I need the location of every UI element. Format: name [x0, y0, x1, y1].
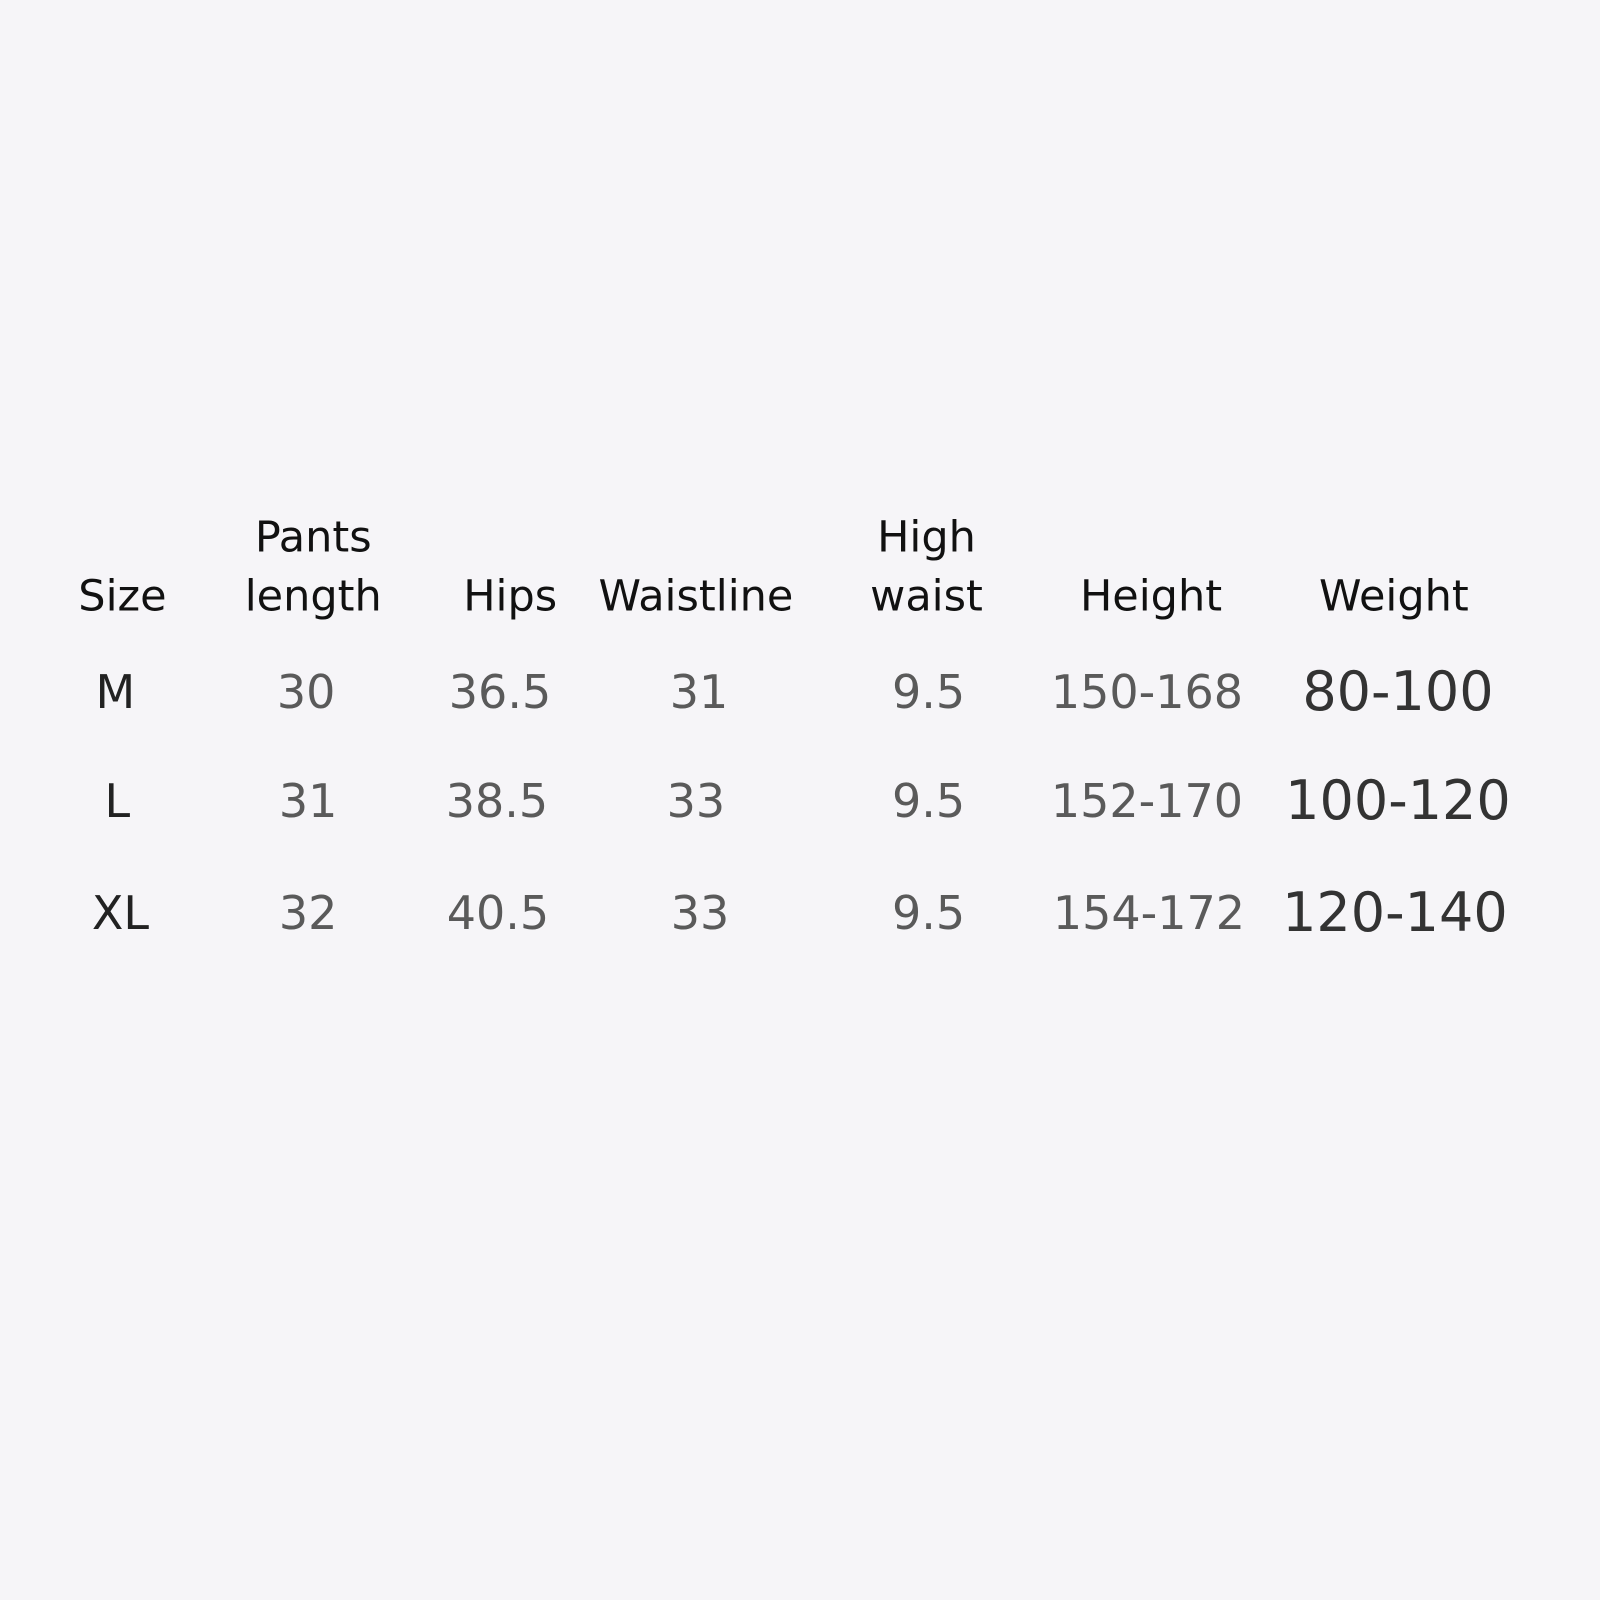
cell-high-waist: 9.5	[891, 664, 966, 719]
cell-waistline: 33	[666, 774, 726, 829]
header-height-line2: Height	[1079, 571, 1223, 622]
cell-weight: 100-120	[1285, 769, 1511, 833]
cell-height: 150-168	[1050, 664, 1244, 719]
header-waistline-line2: Waistline	[598, 571, 794, 622]
cell-weight: 120-140	[1282, 881, 1508, 945]
cell-size: L	[104, 774, 131, 829]
cell-pants-length: 31	[278, 774, 338, 829]
cell-size: M	[95, 664, 136, 719]
header-high-waist-line1: High	[877, 512, 976, 563]
cell-hips: 36.5	[448, 664, 552, 719]
cell-hips: 40.5	[446, 886, 550, 941]
cell-pants-length: 30	[276, 664, 336, 719]
header-pants-length-line2: length	[244, 571, 382, 622]
cell-waistline: 33	[670, 886, 730, 941]
cell-high-waist: 9.5	[891, 774, 966, 829]
header-high-waist-line2: waist	[870, 571, 983, 622]
cell-weight: 80-100	[1302, 659, 1494, 723]
cell-size: XL	[91, 886, 149, 941]
cell-pants-length: 32	[278, 886, 338, 941]
cell-high-waist: 9.5	[891, 886, 966, 941]
header-weight-line2: Weight	[1318, 571, 1469, 622]
cell-hips: 38.5	[445, 774, 549, 829]
header-size-line2: Size	[78, 571, 167, 622]
cell-waistline: 31	[669, 664, 729, 719]
cell-height: 154-172	[1052, 886, 1246, 941]
header-hips-line2: Hips	[463, 571, 558, 622]
header-pants-length-line1: Pants	[254, 512, 372, 563]
cell-height: 152-170	[1050, 774, 1244, 829]
